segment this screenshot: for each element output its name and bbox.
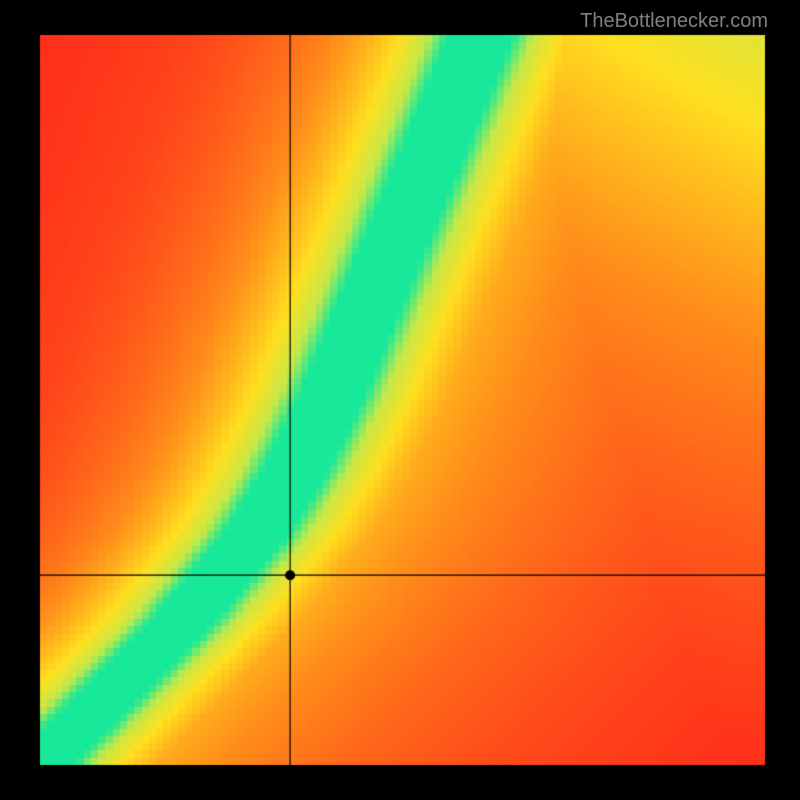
- bottleneck-heatmap: [0, 0, 800, 800]
- chart-container: { "watermark": { "text": "TheBottlenecke…: [0, 0, 800, 800]
- watermark-text: TheBottlenecker.com: [580, 10, 768, 33]
